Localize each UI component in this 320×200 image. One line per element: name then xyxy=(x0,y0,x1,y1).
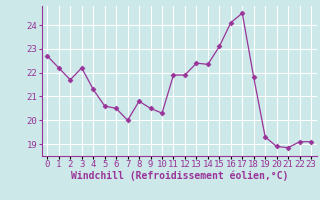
X-axis label: Windchill (Refroidissement éolien,°C): Windchill (Refroidissement éolien,°C) xyxy=(70,171,288,181)
